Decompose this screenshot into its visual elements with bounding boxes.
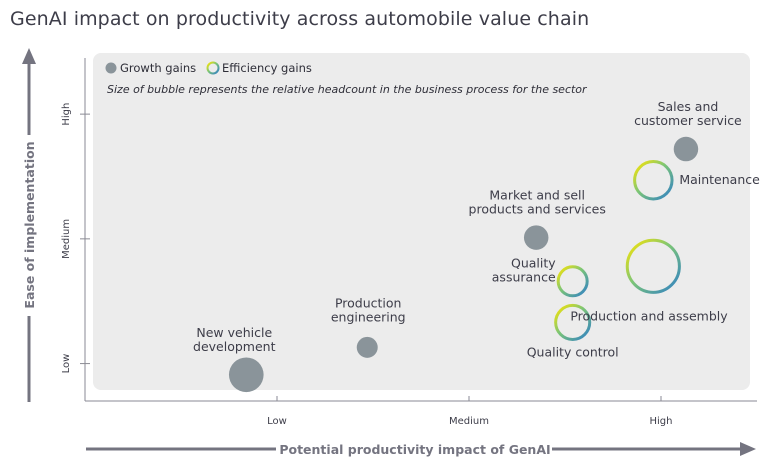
x-axis-title: Potential productivity impact of GenAI (279, 442, 550, 457)
bubble-growth (673, 136, 699, 162)
bubble-label-line: Production (335, 295, 402, 310)
y-tick-label: Low (61, 354, 72, 374)
x-tick-label: High (650, 416, 673, 427)
y-axis-arrowhead (22, 48, 36, 64)
bubble-label-line: assurance (492, 269, 556, 284)
bubble-label: Quality control (527, 344, 619, 359)
y-axis-title: Ease of implementation (22, 141, 37, 308)
chart-title: GenAI impact on productivity across auto… (10, 8, 590, 30)
bubble-label-line: development (193, 339, 276, 354)
bubble-growth (356, 336, 378, 358)
bubble-label: Production and assembly (570, 308, 728, 323)
bubble-label: Market and sell products and services (469, 188, 606, 217)
legend-marker-efficiency (206, 61, 220, 75)
bubble-growth (523, 225, 549, 250)
bubble-efficiency (556, 265, 589, 298)
y-tick-label: Medium (61, 219, 72, 259)
chart-note: Size of bubble represents the relative h… (107, 83, 588, 96)
bubble-label: Maintenance (679, 172, 760, 187)
bubble-label: Production engineering (331, 295, 406, 324)
y-tick-label: High (61, 103, 72, 126)
bubble-label: Quality assurance (492, 255, 557, 284)
bubble-efficiency (554, 303, 592, 341)
bubble-label-line: Maintenance (679, 172, 760, 187)
bubble-growth (228, 357, 264, 393)
legend-marker-growth (105, 62, 117, 74)
bubble-label-line: Market and sell (489, 188, 585, 203)
bubble-label-line: engineering (331, 309, 406, 324)
x-tick-label: Medium (449, 416, 489, 427)
bubble-label-line: Production and assembly (570, 308, 728, 323)
x-axis-arrowhead (740, 442, 756, 456)
x-tick-label: Low (267, 416, 287, 427)
bubble-label-line: Quality control (527, 344, 619, 359)
legend-label-efficiency: Efficiency gains (222, 61, 312, 75)
bubble-label-line: customer service (634, 113, 742, 128)
bubble-label: New vehicle development (193, 325, 276, 354)
bubble-label-line: products and services (469, 202, 606, 217)
bubble-efficiency (633, 160, 674, 201)
bubble-label-line: New vehicle (196, 325, 272, 340)
bubble-label-line: Quality (511, 255, 556, 270)
bubble-label-line: Sales and (658, 99, 719, 114)
bubble-efficiency (625, 238, 681, 294)
bubble-label: Sales and customer service (634, 99, 742, 128)
legend-label-growth: Growth gains (120, 61, 196, 75)
plot-background (93, 53, 750, 390)
